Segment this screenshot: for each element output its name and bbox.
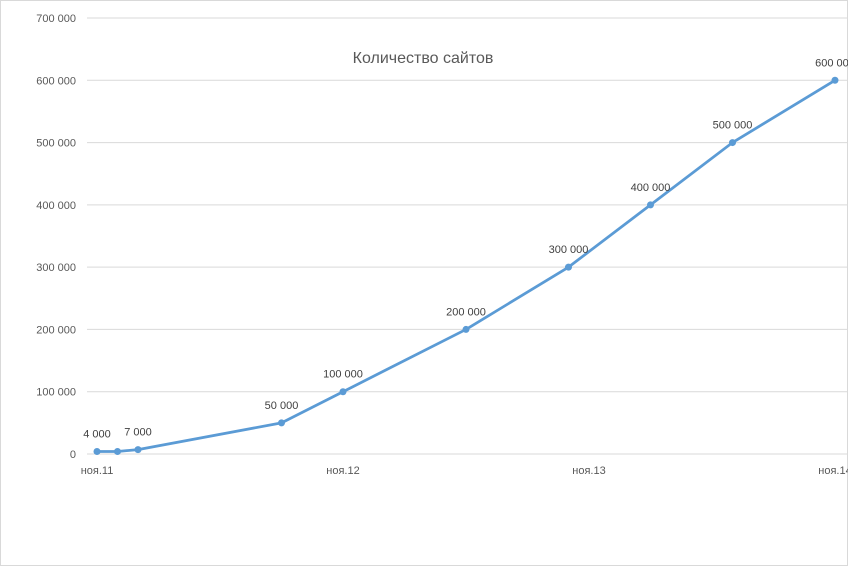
y-tick-label: 0 (70, 449, 76, 461)
data-point (278, 419, 285, 427)
data-point (462, 325, 470, 333)
x-tick-label: ноя.13 (572, 465, 605, 477)
y-tick-label: 200 000 (36, 324, 76, 336)
data-label: 100 000 (323, 369, 363, 381)
y-tick-label: 700 000 (36, 13, 76, 25)
data-label: 50 000 (265, 400, 299, 412)
data-label: 7 000 (124, 427, 152, 439)
data-label: 500 000 (713, 120, 753, 132)
y-tick-label: 100 000 (36, 387, 76, 399)
data-point (339, 388, 347, 396)
y-tick-label: 300 000 (36, 262, 76, 274)
data-label: 600 000 (815, 57, 848, 69)
data-label: 300 000 (549, 244, 589, 256)
x-tick-label: ноя.11 (81, 465, 114, 477)
x-tick-label: ноя.14 (818, 465, 848, 477)
data-label: 200 000 (446, 306, 486, 318)
y-tick-label: 400 000 (36, 200, 76, 212)
data-point (93, 448, 101, 456)
y-tick-label: 600 000 (36, 75, 76, 87)
data-label: 400 000 (631, 182, 671, 194)
data-point (565, 263, 572, 271)
data-point (831, 76, 839, 84)
x-tick-label: ноя.12 (326, 465, 359, 477)
series-line (97, 79, 836, 453)
data-point (647, 201, 654, 209)
data-point (729, 139, 736, 147)
data-point (134, 446, 142, 454)
chart-title: Количество сайтов (353, 50, 494, 67)
data-label: 4 000 (83, 429, 111, 441)
y-tick-label: 500 000 (36, 138, 76, 150)
data-point (114, 448, 121, 456)
